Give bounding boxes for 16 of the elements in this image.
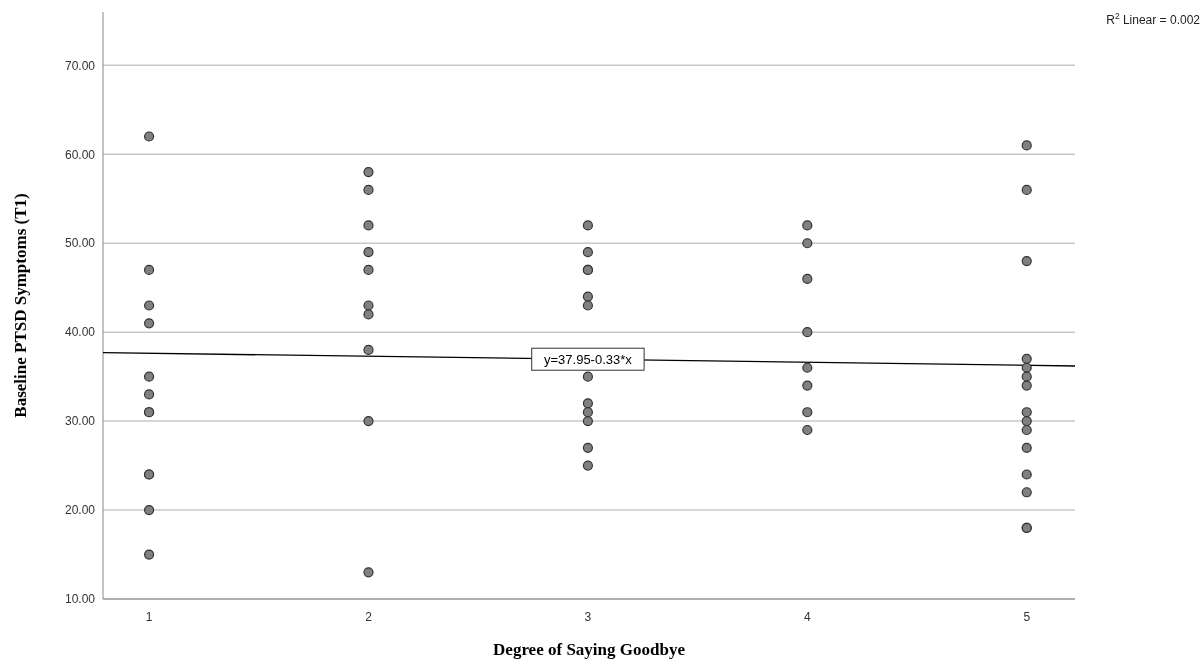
y-tick-label: 20.00 <box>64 503 96 518</box>
y-tick-label: 30.00 <box>64 414 96 429</box>
annotation: y=37.95-0.33*x <box>543 351 633 367</box>
x-tick-label: 3 <box>584 610 592 624</box>
x-tick-label: 1 <box>145 610 153 624</box>
text: R$^{2}$ Linear = 0.002 <box>1106 11 1201 27</box>
x-tick-label: 4 <box>803 610 811 624</box>
y-axis-title: Baseline PTSD Symptoms (T1) <box>11 193 30 418</box>
x-tick-label: 5 <box>1023 610 1031 624</box>
x-tick-label: 2 <box>365 610 373 624</box>
y-tick-label: 50.00 <box>64 236 96 251</box>
y-tick-label: 70.00 <box>64 58 96 73</box>
x-axis-title: Degree of Saying Goodbye <box>493 640 686 659</box>
y-tick-label: 60.00 <box>64 147 96 162</box>
y-tick-label: 40.00 <box>64 325 96 340</box>
y-tick-label: 10.00 <box>64 592 96 607</box>
